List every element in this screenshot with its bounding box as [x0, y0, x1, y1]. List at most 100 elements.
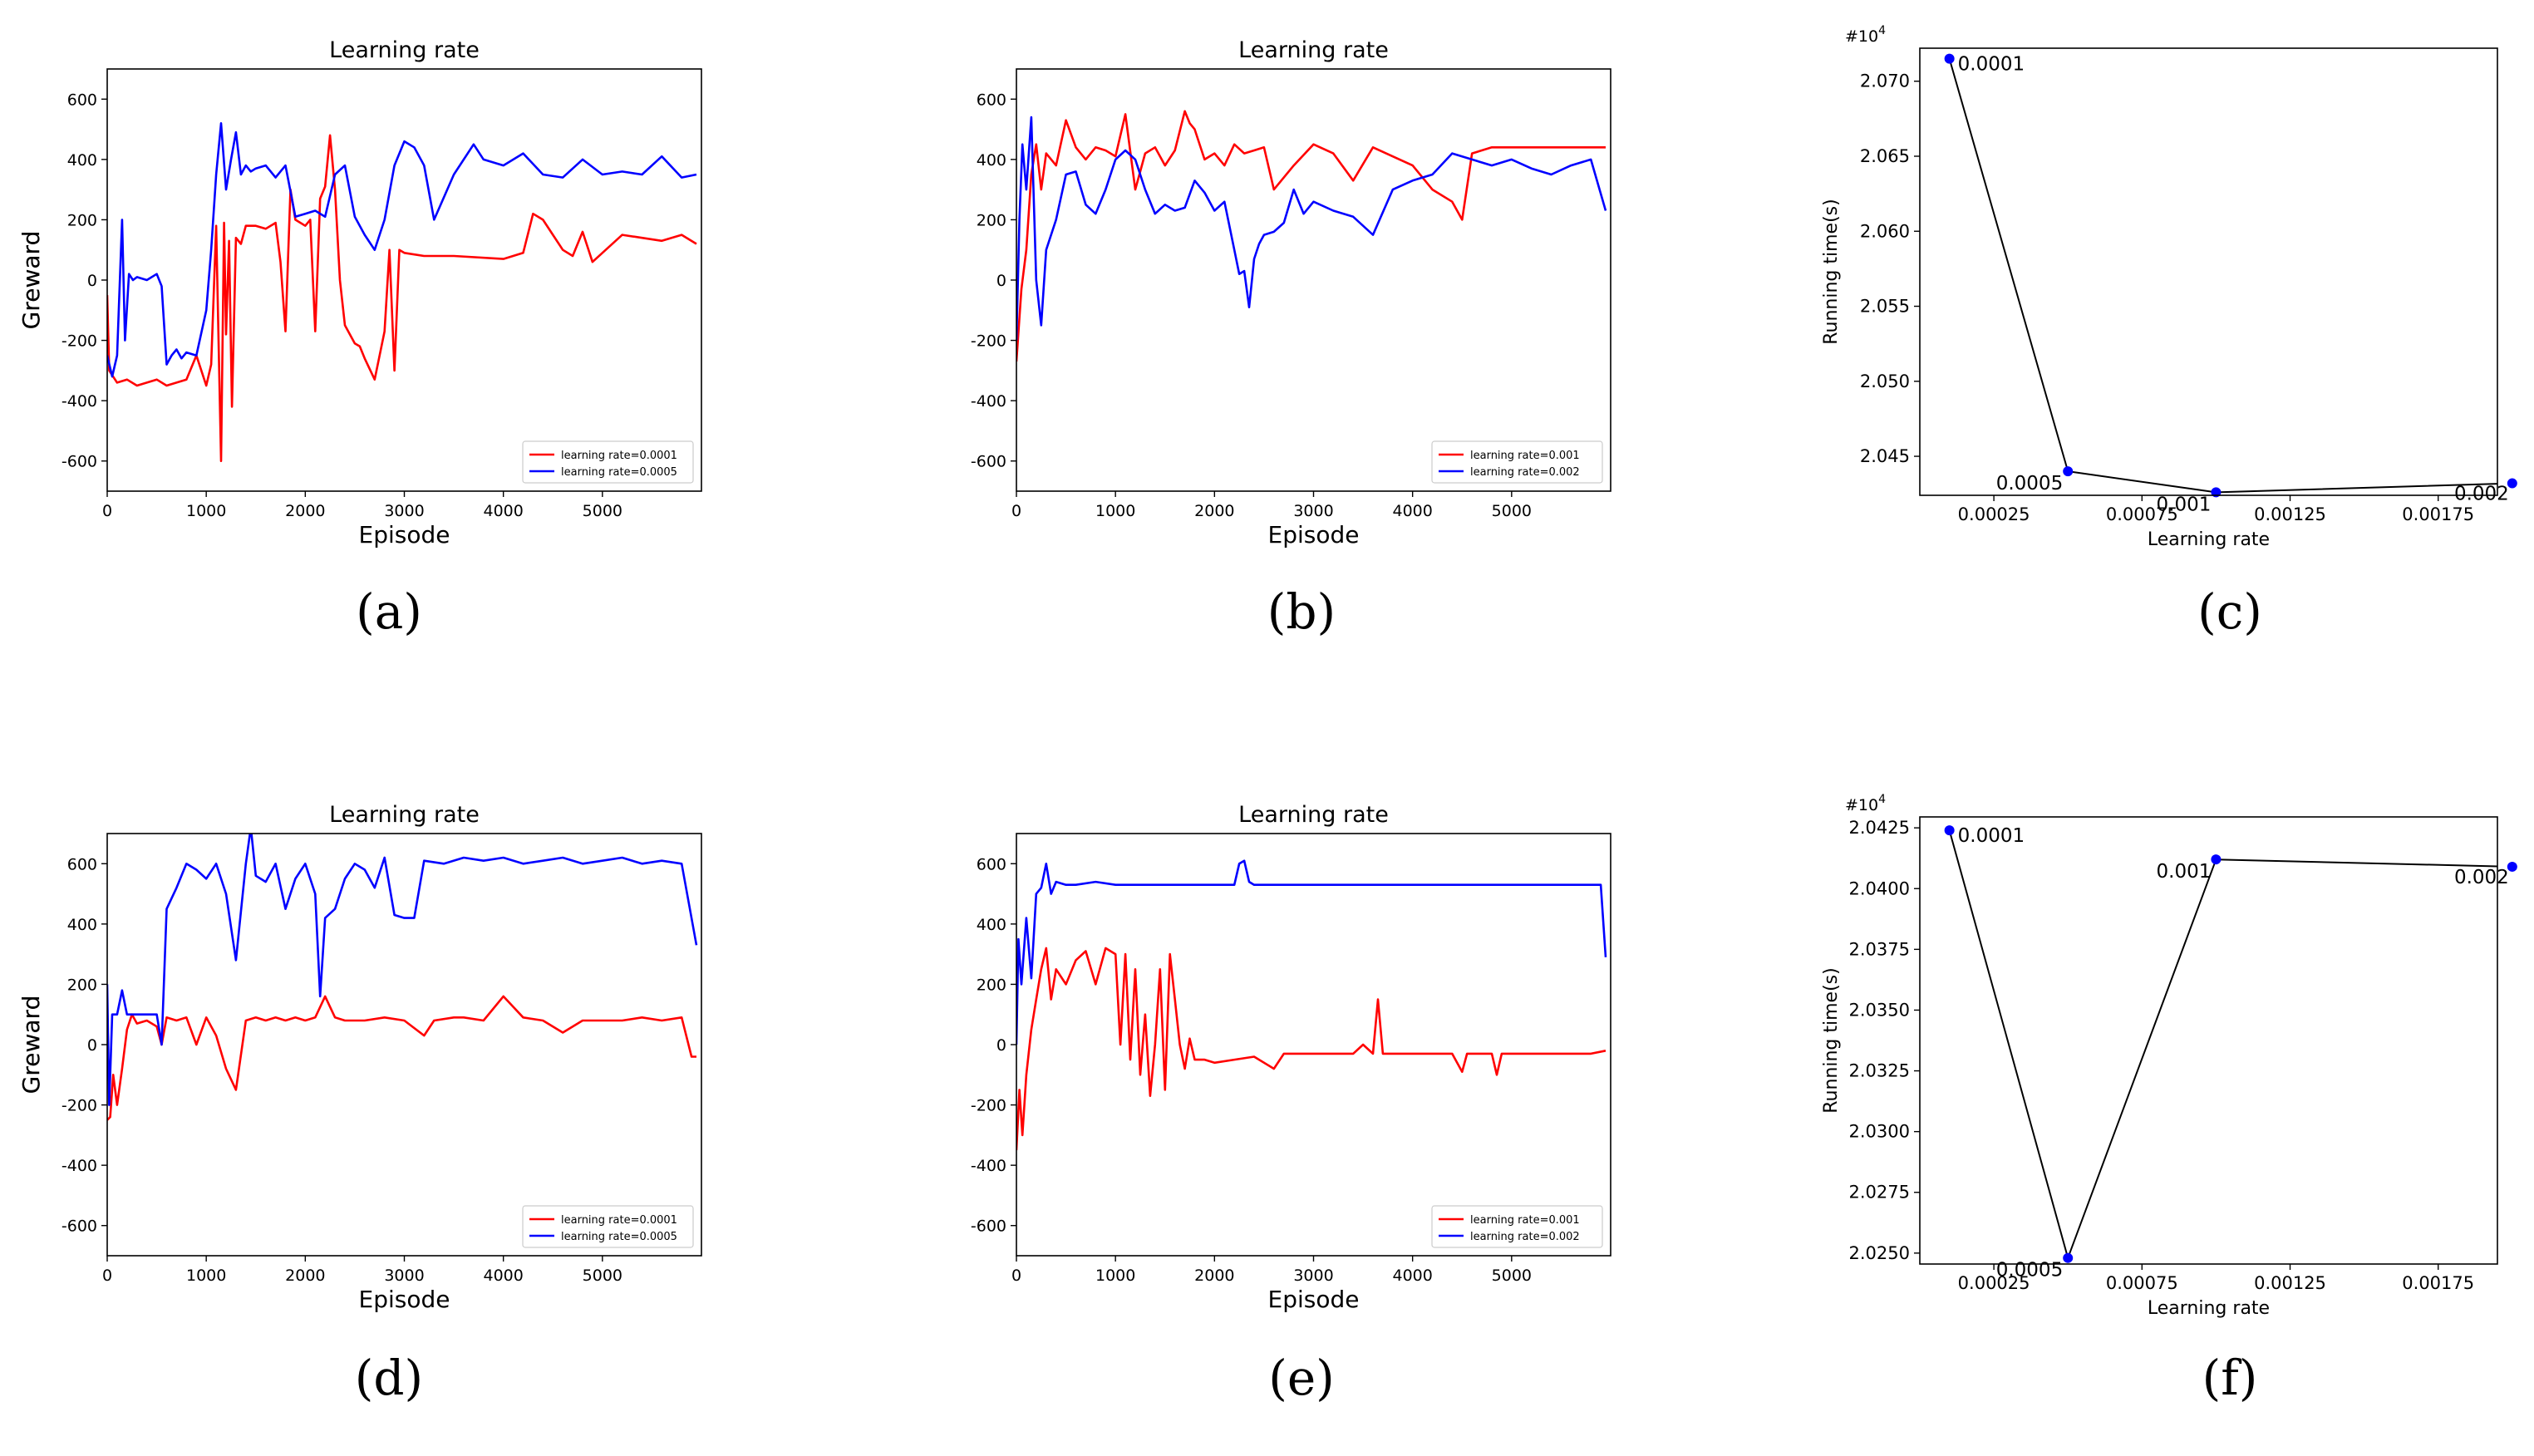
- legend-box: [1431, 1205, 1603, 1248]
- y-tick-label: 0: [87, 272, 97, 290]
- y-tick-label: 0: [996, 272, 1006, 290]
- y-tick-label: 2.055: [1860, 297, 1910, 317]
- y-axis-label: Greward: [17, 996, 45, 1094]
- y-tick-label: -600: [62, 453, 97, 471]
- x-axis-label: Learning rate: [2148, 529, 2270, 550]
- chart-title: Learning rate: [1238, 802, 1389, 828]
- y-tick-label: -600: [971, 1217, 1006, 1236]
- data-point: [1944, 53, 1955, 64]
- y-tick-label: -600: [62, 1217, 97, 1236]
- x-tick-label: 4000: [1392, 502, 1432, 520]
- x-tick-label: 3000: [384, 502, 424, 520]
- x-tick-label: 2000: [285, 502, 325, 520]
- point-label: 0.0001: [1958, 825, 2025, 847]
- y-tick-label: 2.045: [1860, 446, 1910, 466]
- y-tick-label: 400: [977, 151, 1006, 170]
- y-scale-exponent: 4: [1878, 793, 1886, 806]
- legend-box: [1431, 440, 1603, 484]
- series-line-1: [1016, 110, 1606, 362]
- x-axis-label: Episode: [1268, 1286, 1360, 1313]
- y-tick-label: 0: [996, 1036, 1006, 1055]
- y-tick-label: 400: [67, 151, 97, 170]
- y-tick-label: 200: [977, 976, 1006, 994]
- point-label: 0.001: [2157, 494, 2212, 515]
- y-scale-multiplier: #104: [1845, 24, 1886, 46]
- legend-box: [522, 440, 694, 484]
- legend-label: learning rate=0.001: [1470, 450, 1580, 462]
- y-tick-label: 2.070: [1860, 71, 1910, 91]
- x-axis-label: Episode: [359, 521, 450, 548]
- panel-caption: (d): [355, 1350, 423, 1406]
- x-tick-label: 0.00125: [2254, 1273, 2326, 1293]
- y-axis-label: Greward: [17, 231, 45, 330]
- y-tick-label: 2.060: [1860, 221, 1910, 241]
- y-tick-label: 2.050: [1860, 371, 1910, 391]
- x-tick-label: 1000: [1095, 1267, 1135, 1285]
- y-tick-label: 600: [977, 855, 1006, 873]
- y-tick-label: -200: [971, 1097, 1006, 1115]
- y-axis-label: Greward: [17, 996, 45, 1094]
- chart-title: Learning rate: [1238, 37, 1389, 63]
- data-point: [2063, 466, 2074, 477]
- x-tick-label: 0.00075: [2106, 504, 2178, 524]
- series-line-1: [1016, 947, 1607, 1151]
- x-tick-label: 5000: [1492, 1267, 1532, 1285]
- x-tick-label: 0: [1011, 502, 1021, 520]
- x-tick-label: 4000: [483, 1267, 523, 1285]
- y-tick-label: 2.0275: [1849, 1183, 1910, 1203]
- x-tick-label: 0: [102, 1267, 112, 1285]
- x-axis-label: Episode: [1268, 521, 1360, 548]
- point-label: 0.0005: [1996, 473, 2063, 494]
- y-tick-label: 400: [67, 916, 97, 934]
- x-tick-label: 2000: [285, 1267, 325, 1285]
- legend-label: learning rate=0.0001: [561, 450, 677, 462]
- x-tick-label: 0.00175: [2402, 504, 2474, 524]
- axes-frame: [1919, 47, 2498, 496]
- y-tick-label: 200: [67, 211, 97, 229]
- point-label: 0.002: [2454, 867, 2509, 888]
- y-axis-label: Running time(s): [1821, 967, 1842, 1113]
- y-tick-label: -400: [62, 392, 97, 411]
- y-scale-base: #10: [1845, 27, 1878, 46]
- y-axis-label: Greward: [17, 231, 45, 330]
- legend-label: learning rate=0.0005: [561, 466, 677, 479]
- x-tick-label: 0.00025: [1958, 504, 2030, 524]
- y-tick-label: 2.065: [1860, 146, 1910, 166]
- y-tick-label: 2.0400: [1849, 878, 1910, 898]
- chart-c: 0.0001 0.0005 0.001 0.002 0.00025 0.00075 0.00…: [1821, 24, 2517, 640]
- series-line-2: [1016, 859, 1607, 1045]
- y-tick-label: -200: [62, 1097, 97, 1115]
- x-tick-label: 0.00125: [2254, 504, 2326, 524]
- legend-box: [522, 1205, 694, 1248]
- y-tick-label: 2.0375: [1849, 939, 1910, 959]
- axes-frame: [1016, 833, 1611, 1257]
- y-scale-multiplier: #104: [1845, 793, 1886, 814]
- series-line-2: [1016, 116, 1607, 341]
- y-tick-label: 600: [67, 855, 97, 873]
- legend-label: learning rate=0.002: [1470, 1231, 1580, 1243]
- legend-label: learning rate=0.0001: [561, 1214, 677, 1227]
- x-tick-label: 1000: [186, 502, 226, 520]
- legend-label: learning rate=0.0005: [561, 1231, 677, 1243]
- y-tick-label: -600: [971, 453, 1006, 471]
- y-scale-base: #10: [1845, 796, 1878, 814]
- series-line-1: [107, 134, 697, 463]
- y-tick-label: -400: [971, 1157, 1006, 1175]
- x-tick-label: 3000: [1293, 1267, 1333, 1285]
- panel-caption: (b): [1267, 583, 1336, 640]
- x-tick-label: 2000: [1194, 502, 1234, 520]
- x-tick-label: 3000: [1293, 502, 1333, 520]
- y-tick-label: 2.0250: [1849, 1243, 1910, 1263]
- x-tick-label: 0: [1011, 1267, 1021, 1285]
- x-tick-label: 1000: [186, 1267, 226, 1285]
- x-tick-label: 0: [102, 502, 112, 520]
- y-tick-label: -400: [971, 392, 1006, 411]
- series-line-1: [1948, 829, 2497, 1259]
- y-tick-label: 2.0425: [1849, 818, 1910, 838]
- y-tick-label: 600: [67, 91, 97, 109]
- x-tick-label: 5000: [1492, 502, 1532, 520]
- panel-caption: (e): [1268, 1350, 1335, 1406]
